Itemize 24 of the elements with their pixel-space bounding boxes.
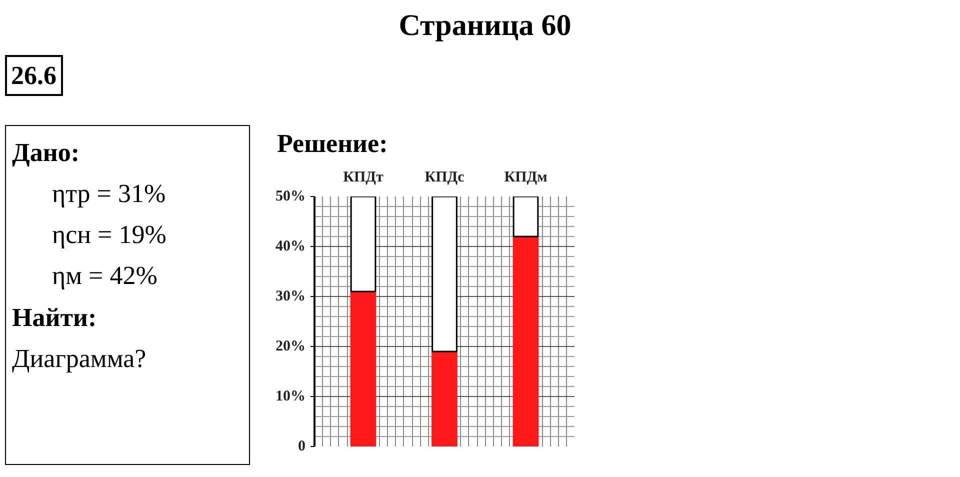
bar [512, 196, 539, 238]
x-tick-label: КПДм [504, 170, 548, 186]
y-tick-label: 50% [276, 188, 306, 204]
y-tick-label: 40% [276, 238, 306, 254]
text: Дано: [12, 137, 81, 169]
text: ηтр = 31% [51, 178, 167, 210]
y-tick-label: 20% [276, 338, 306, 354]
bar [350, 196, 376, 292]
y-tick-label: 10% [276, 388, 306, 404]
chart-title: Страница 60 [398, 8, 572, 44]
bar [350, 290, 376, 446]
text: Решение: [277, 128, 388, 160]
text: Диаграмма? [12, 342, 148, 375]
x-tick-label: КПДс [424, 170, 465, 186]
text: 26.6 [5, 55, 62, 96]
x-tick-label: КПДт [343, 170, 384, 186]
text: Найти: [12, 302, 98, 334]
text: ηсн = 19% [51, 219, 168, 252]
bar [512, 236, 539, 446]
bar [432, 350, 458, 446]
bar [432, 196, 458, 352]
text: ηм = 42% [51, 260, 158, 292]
y-tick-label: 30% [276, 288, 306, 304]
y-tick-label: 0 [298, 438, 306, 454]
